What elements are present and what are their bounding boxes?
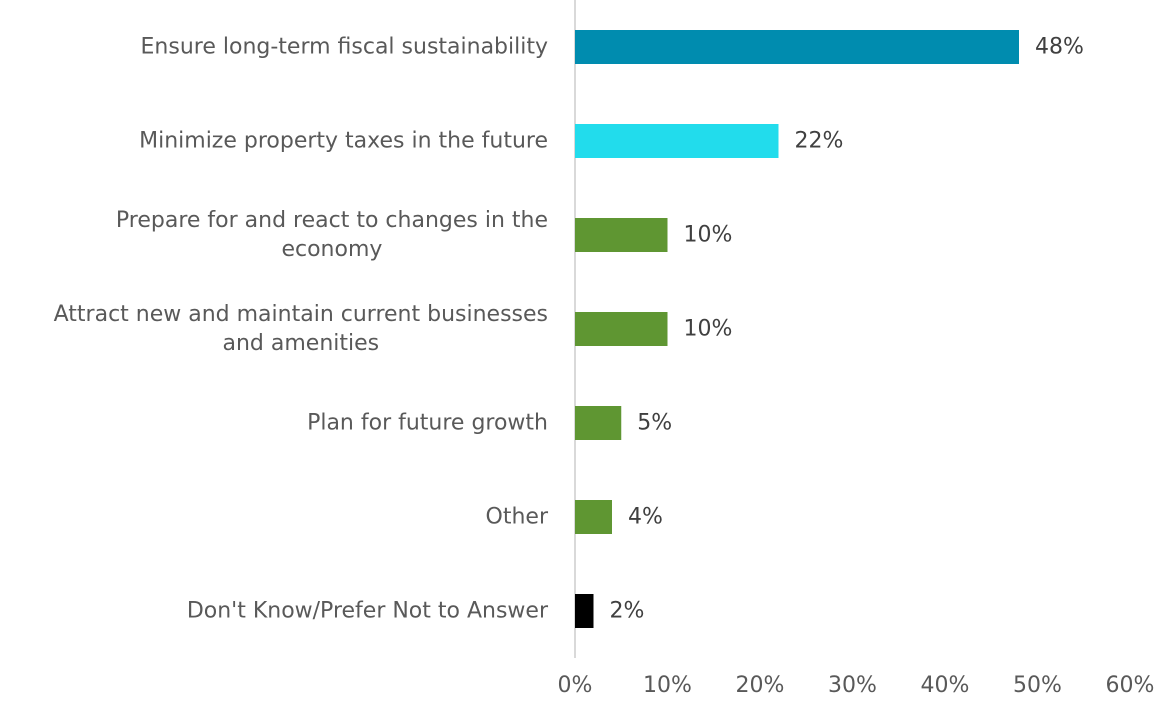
category-label-line: Ensure long-term fiscal sustainability (141, 35, 548, 60)
x-tick-label: 0% (558, 673, 593, 698)
bar (575, 406, 622, 440)
bar-value-label: 10% (684, 317, 733, 342)
bar (575, 30, 1019, 64)
category-label: Ensure long-term fiscal sustainability (141, 35, 548, 60)
bar (575, 312, 668, 346)
category-label-line: economy (281, 237, 382, 262)
category-label-line: Plan for future growth (307, 411, 548, 436)
category-label: Plan for future growth (307, 411, 548, 436)
category-label: Other (486, 505, 549, 530)
category-label: Attract new and maintain current busines… (54, 302, 548, 356)
x-tick-label: 10% (643, 673, 692, 698)
category-label-line: and amenities (223, 331, 380, 356)
category-label: Prepare for and react to changes in the e… (116, 208, 548, 262)
category-label: Minimize property taxes in the future (139, 129, 548, 154)
x-tick-label: 40% (921, 673, 970, 698)
x-tick-label: 30% (828, 673, 877, 698)
bar-value-label: 22% (795, 129, 844, 154)
x-tick-label: 60% (1106, 673, 1155, 698)
x-tick-label: 50% (1013, 673, 1062, 698)
category-label-line: Don't Know/Prefer Not to Answer (187, 599, 549, 624)
category-label-line: Other (486, 505, 549, 530)
bar (575, 124, 779, 158)
category-label-line: Attract new and maintain current busines… (54, 302, 548, 327)
bar-value-label: 2% (610, 599, 645, 624)
bar-value-label: 5% (637, 411, 672, 436)
bar (575, 500, 612, 534)
bar-value-label: 4% (628, 505, 663, 530)
category-label-line: Prepare for and react to changes in the (116, 208, 548, 233)
bar (575, 594, 594, 628)
bar (575, 218, 668, 252)
bar-value-label: 48% (1035, 35, 1084, 60)
x-tick-label: 20% (736, 673, 785, 698)
category-label-line: Minimize property taxes in the future (139, 129, 548, 154)
category-label: Don't Know/Prefer Not to Answer (187, 599, 549, 624)
bar-value-label: 10% (684, 223, 733, 248)
